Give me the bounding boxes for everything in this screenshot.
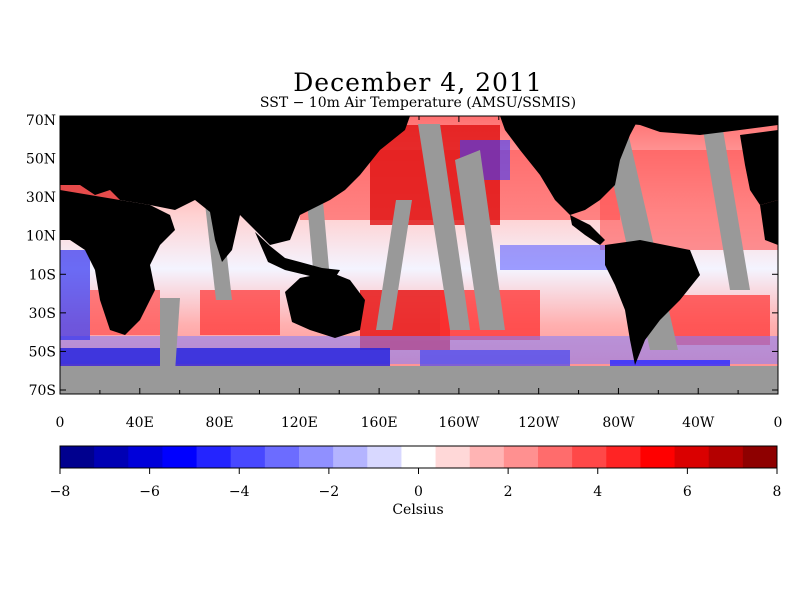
lat-label: 70N bbox=[26, 113, 56, 129]
colorbar-tick-label: −6 bbox=[139, 484, 160, 500]
lon-label: 0 bbox=[774, 415, 783, 431]
land-masses bbox=[60, 116, 778, 365]
colorbar-axis: −8 −6 −4 −2 0 2 4 6 8 bbox=[50, 468, 782, 500]
latitude-axis: 70N 50N 30N 10N 10S 30S 50S 70S bbox=[26, 113, 778, 399]
colorbar-swatch bbox=[162, 446, 198, 468]
colorbar-tick-label: 0 bbox=[414, 484, 423, 500]
lat-label: 30S bbox=[29, 306, 56, 322]
colorbar-tick-label: 6 bbox=[683, 484, 692, 500]
lon-label: 40W bbox=[682, 415, 715, 431]
colorbar-swatch bbox=[742, 446, 778, 468]
colorbar-label: Celsius bbox=[392, 502, 444, 518]
lon-label: 0 bbox=[56, 415, 65, 431]
lon-label: 120E bbox=[281, 415, 318, 431]
colorbar-swatch bbox=[299, 446, 334, 468]
lon-label: 120W bbox=[518, 415, 560, 431]
colorbar-tick-label: −8 bbox=[50, 484, 71, 500]
lon-label: 80W bbox=[602, 415, 635, 431]
colorbar-swatch bbox=[128, 446, 163, 468]
colorbar-swatch bbox=[674, 446, 710, 468]
colorbar-tick-label: 4 bbox=[593, 484, 602, 500]
colorbar-tick-label: −4 bbox=[229, 484, 250, 500]
colorbar-swatch bbox=[196, 446, 232, 468]
lon-label: 40E bbox=[126, 415, 154, 431]
colorbar bbox=[60, 446, 778, 468]
colorbar-swatch bbox=[367, 446, 402, 468]
lat-label: 50S bbox=[29, 344, 56, 360]
colorbar-swatch bbox=[606, 446, 641, 468]
colorbar-swatch bbox=[469, 446, 505, 468]
sst-field bbox=[60, 116, 778, 394]
lat-label: 10S bbox=[29, 267, 56, 283]
lat-label: 70S bbox=[29, 383, 56, 399]
lat-label: 50N bbox=[26, 152, 56, 168]
lat-label: 30N bbox=[26, 190, 56, 206]
colorbar-swatch bbox=[572, 446, 607, 468]
colorbar-swatch bbox=[230, 446, 266, 468]
colorbar-swatch bbox=[60, 446, 95, 468]
lon-label: 160E bbox=[361, 415, 398, 431]
colorbar-swatch bbox=[94, 446, 129, 468]
map-subtitle: SST − 10m Air Temperature (AMSU/SSMIS) bbox=[259, 95, 577, 111]
lat-label: 10N bbox=[26, 229, 56, 245]
colorbar-tick-label: −2 bbox=[319, 484, 340, 500]
colorbar-swatch bbox=[640, 446, 676, 468]
colorbar-tick-label: 2 bbox=[504, 484, 513, 500]
colorbar-swatch bbox=[264, 446, 300, 468]
page-title: December 4, 2011 bbox=[293, 68, 543, 97]
colorbar-swatch bbox=[435, 446, 471, 468]
colorbar-swatch bbox=[333, 446, 368, 468]
colorbar-swatch bbox=[401, 446, 437, 468]
lon-label: 160W bbox=[438, 415, 480, 431]
longitude-axis: 0 40E 80E 120E 160E 160W 120W 80W 40W 0 bbox=[56, 116, 783, 431]
colorbar-swatch bbox=[503, 446, 539, 468]
colorbar-swatch bbox=[538, 446, 573, 468]
lon-label: 80E bbox=[206, 415, 234, 431]
colorbar-tick-label: 8 bbox=[773, 484, 782, 500]
colorbar-swatch bbox=[708, 446, 744, 468]
